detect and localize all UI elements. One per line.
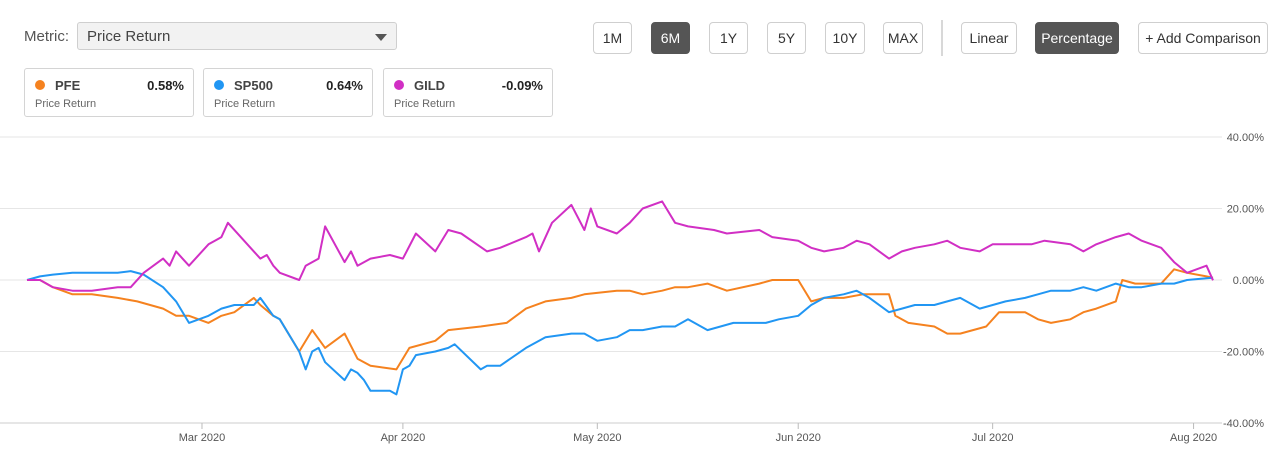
x-tick-label: Mar 2020 [179,432,225,444]
legend-ticker: PFE [55,78,81,93]
y-tick-label: 20.00% [1227,204,1265,216]
range-button-6m[interactable]: 6M [651,22,690,54]
legend-ticker: SP500 [234,78,274,93]
scale-button-linear[interactable]: Linear [961,22,1017,54]
range-button-1y[interactable]: 1Y [709,22,748,54]
chart-series [26,200,1214,396]
series-line-sp500 [26,270,1214,396]
x-tick-label: May 2020 [573,432,621,444]
series-color-dot [35,80,45,90]
range-button-max[interactable]: MAX [883,22,923,54]
y-tick-label: -20.00% [1223,347,1264,359]
legend-card-pfe[interactable]: PFE 0.58% Price Return [24,68,194,117]
legend-ticker: GILD [414,78,446,93]
range-button-10y[interactable]: 10Y [825,22,865,54]
y-tick-label: 40.00% [1227,132,1265,144]
legend-value: -0.09% [501,78,543,93]
y-tick-label: 0.00% [1233,275,1264,287]
series-color-dot [394,80,404,90]
x-tick-label: Jun 2020 [776,432,821,444]
add-comparison-button[interactable]: + Add Comparison [1138,22,1268,54]
legend-metric: Price Return [394,98,456,110]
series-line-pfe [27,268,1214,371]
range-button-1m[interactable]: 1M [593,22,632,54]
toolbar-divider [941,20,943,56]
metric-select[interactable]: Price Return [77,22,397,50]
legend-value: 0.64% [326,78,363,93]
chevron-down-icon [375,34,387,41]
y-tick-label: -40.00% [1223,418,1264,430]
series-line-gild [27,200,1214,292]
legend-card-sp500[interactable]: SP500 0.64% Price Return [203,68,373,117]
series-color-dot [214,80,224,90]
x-tick-label: Aug 2020 [1170,432,1217,444]
metric-label: Metric: [24,28,69,45]
legend-value: 0.58% [147,78,184,93]
x-tick-label: Apr 2020 [381,432,426,444]
metric-select-value: Price Return [87,28,171,45]
legend-metric: Price Return [214,98,276,110]
x-tick-label: Jul 2020 [972,432,1014,444]
range-button-5y[interactable]: 5Y [767,22,806,54]
chart-grid [0,136,1222,424]
price-return-chart: 40.00% 20.00% 0.00% -20.00% -40.00% Mar 2020… [0,132,1264,444]
legend-metric: Price Return [35,98,97,110]
chart-toolbar: Metric: Price Return 1M 6M 1Y 5Y 10Y MAX… [0,0,1280,60]
legend-card-gild[interactable]: GILD -0.09% Price Return [383,68,553,117]
scale-button-percentage[interactable]: Percentage [1035,22,1119,54]
x-axis: Mar 2020 Apr 2020 May 2020 Jun 2020 Jul 2020… [0,422,1222,444]
y-axis-labels: 40.00% 20.00% 0.00% -20.00% -40.00% [1223,132,1264,430]
